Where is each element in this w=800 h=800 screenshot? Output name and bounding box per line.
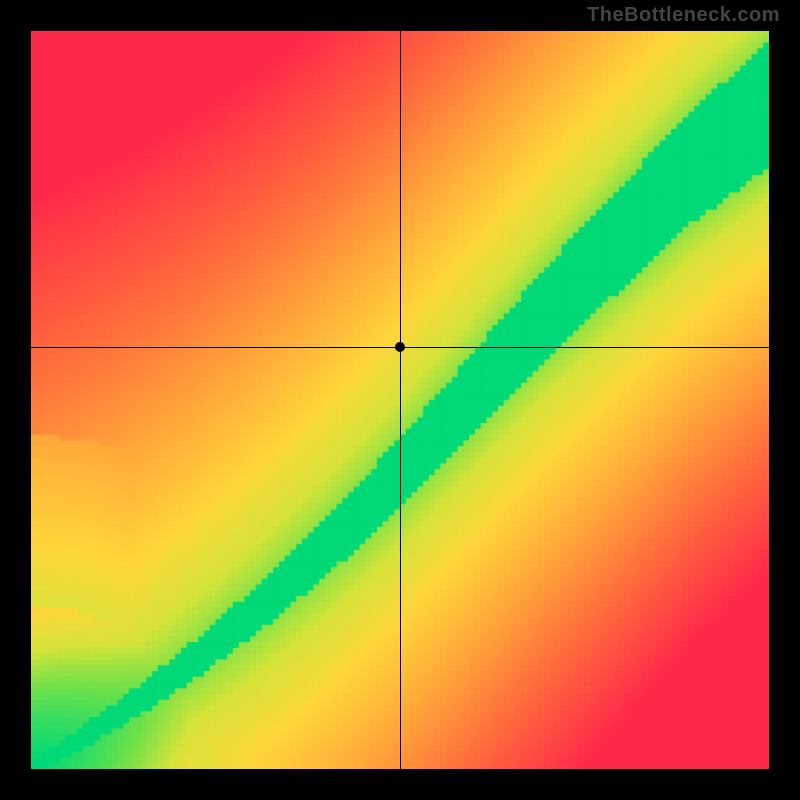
heatmap-plot-area	[31, 31, 769, 769]
watermark-text: TheBottleneck.com	[587, 4, 780, 27]
crosshair-vertical-line	[400, 31, 401, 769]
crosshair-marker-dot	[395, 342, 405, 352]
